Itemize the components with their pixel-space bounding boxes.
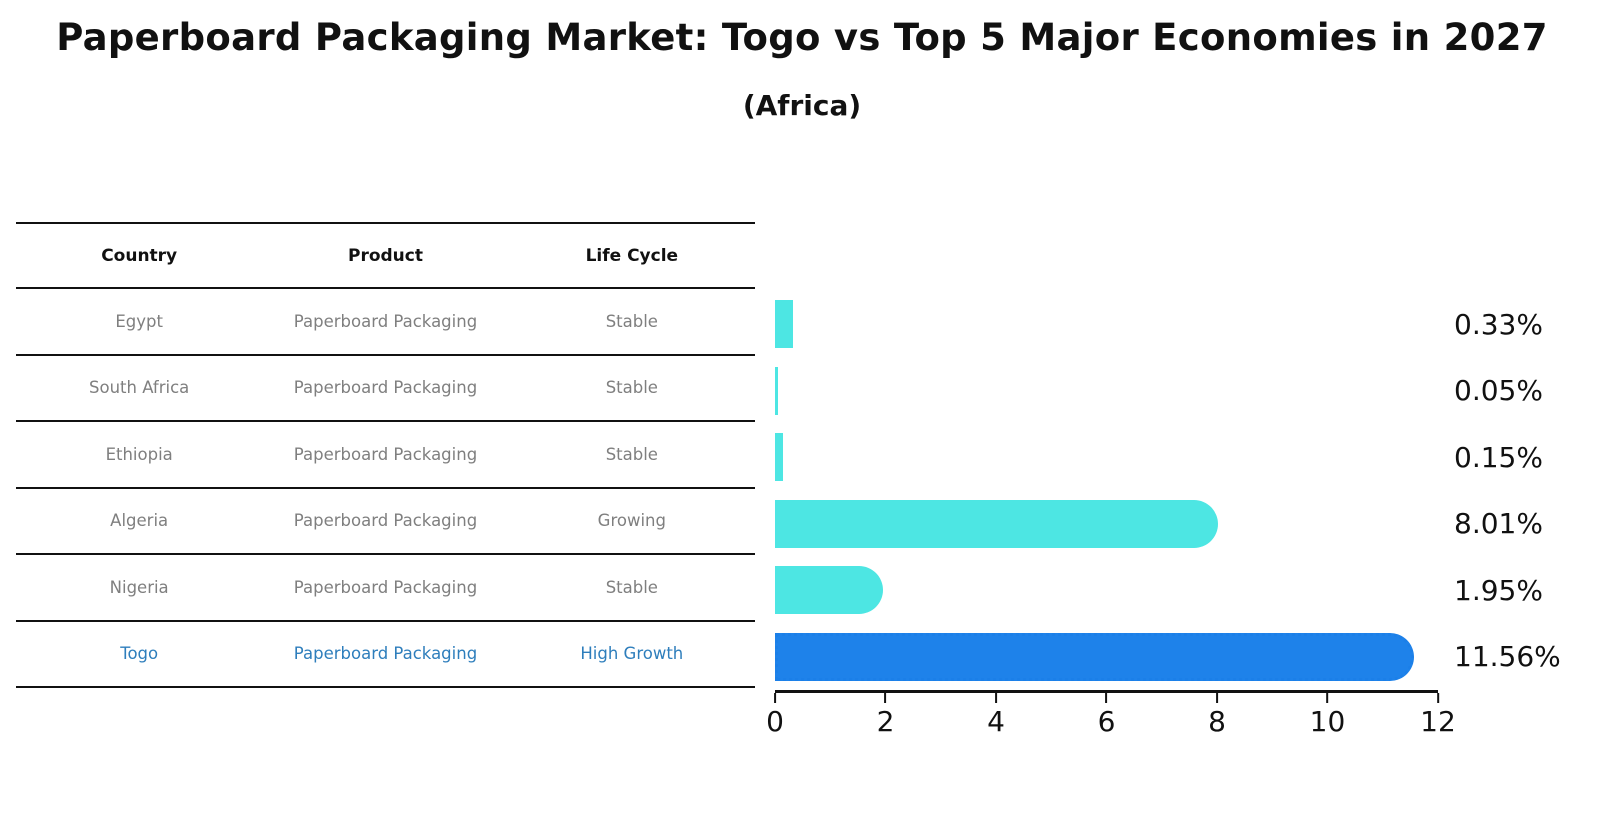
table-cell-life-cycle: Stable xyxy=(605,577,658,597)
country-table: Country Product Life Cycle Egypt Paperboa… xyxy=(16,222,755,688)
table-cell-life-cycle: Stable xyxy=(605,444,658,464)
tick-label: 6 xyxy=(1097,705,1116,738)
main-content: Country Product Life Cycle Egypt Paperboa… xyxy=(16,222,1588,748)
table-cell-country: South Africa xyxy=(89,378,190,398)
bar-row xyxy=(775,358,1438,425)
value-label: 0.15% xyxy=(1454,440,1543,474)
tick-mark xyxy=(1105,693,1108,703)
tick-mark xyxy=(1436,693,1439,703)
bar-row xyxy=(775,291,1438,358)
tick-label: 0 xyxy=(766,705,784,738)
value-label: 1.95% xyxy=(1454,573,1543,607)
table-cell-product: Paperboard Packaging xyxy=(293,378,478,398)
tick-label: 8 xyxy=(1208,705,1226,738)
tick-mark xyxy=(994,693,997,703)
bar-ethiopia xyxy=(775,433,784,482)
table-cell-life-cycle: High Growth xyxy=(580,644,684,664)
table-header: Country Product Life Cycle xyxy=(16,224,755,289)
table-cell-country: Algeria xyxy=(110,511,169,531)
bar-chart: 0.33% 0.05% 0.15% 8.01% 1.95% 11.56% 0 2 4 6 8 10 1… xyxy=(766,222,1588,748)
value-label: 11.56% xyxy=(1454,640,1561,674)
x-tick: 12 xyxy=(1420,693,1456,738)
x-tick: 10 xyxy=(1309,693,1346,738)
table-cell-country: Nigeria xyxy=(109,577,169,597)
table-cell-country: Ethiopia xyxy=(105,444,173,464)
bar-south-africa xyxy=(775,366,778,415)
x-tick: 6 xyxy=(1097,693,1116,738)
chart-subtitle: (Africa) xyxy=(742,89,862,122)
bar-row xyxy=(775,424,1438,491)
table-cell-life-cycle: Stable xyxy=(605,311,658,331)
table-row: South Africa Paperboard Packaging Stable xyxy=(16,356,755,422)
tick-label: 12 xyxy=(1420,705,1456,738)
table-cell-product: Paperboard Packaging xyxy=(293,311,478,331)
tick-label: 4 xyxy=(987,705,1005,738)
table-row: Togo Paperboard Packaging High Growth xyxy=(16,622,755,688)
tick-label: 2 xyxy=(876,705,895,738)
axis-spacer xyxy=(1438,690,1588,748)
axis-row: 0 2 4 6 8 10 12 xyxy=(766,690,1588,748)
table-cell-product: Paperboard Packaging xyxy=(293,644,478,664)
table-cell-life-cycle: Stable xyxy=(605,378,658,398)
x-tick: 8 xyxy=(1208,693,1226,738)
value-labels: 0.33% 0.05% 0.15% 8.01% 1.95% 11.56% xyxy=(1438,291,1588,690)
bar-row xyxy=(775,557,1438,624)
value-label: 0.33% xyxy=(1454,307,1543,341)
bar-togo xyxy=(775,632,1414,681)
tick-mark xyxy=(884,693,887,703)
chart-title: Paperboard Packaging Market: Togo vs Top… xyxy=(56,16,1548,59)
table-cell-country: Togo xyxy=(120,644,159,664)
x-axis: 0 2 4 6 8 10 12 xyxy=(766,690,1456,748)
tick-mark xyxy=(1215,693,1218,703)
tick-label: 10 xyxy=(1309,705,1346,738)
table-cell-product: Paperboard Packaging xyxy=(293,577,478,597)
value-label: 0.05% xyxy=(1454,374,1543,408)
header-cell-product: Product xyxy=(347,245,423,266)
table-cell-product: Paperboard Packaging xyxy=(293,511,478,531)
table-row: Algeria Paperboard Packaging Growing xyxy=(16,489,755,555)
header-cell-life-cycle: Life Cycle xyxy=(585,245,679,266)
header-cell-country: Country xyxy=(101,245,178,266)
x-tick: 0 xyxy=(766,693,784,738)
table-row: Egypt Paperboard Packaging Stable xyxy=(16,289,755,356)
bar-algeria xyxy=(775,499,1218,548)
bar-egypt xyxy=(775,300,794,349)
tick-mark xyxy=(1326,693,1329,703)
table-cell-product: Paperboard Packaging xyxy=(293,444,478,464)
bar-row xyxy=(775,491,1438,558)
tick-mark xyxy=(773,693,776,703)
bar-nigeria xyxy=(775,566,883,615)
bar-row xyxy=(775,624,1438,691)
x-tick: 2 xyxy=(876,693,895,738)
table-cell-country: Egypt xyxy=(115,311,163,331)
table-row: Nigeria Paperboard Packaging Stable xyxy=(16,555,755,622)
table-row: Ethiopia Paperboard Packaging Stable xyxy=(16,422,755,489)
table-cell-life-cycle: Growing xyxy=(597,511,666,531)
chart-body: 0.33% 0.05% 0.15% 8.01% 1.95% 11.56% xyxy=(775,291,1588,690)
x-tick: 4 xyxy=(987,693,1005,738)
value-label: 8.01% xyxy=(1454,507,1543,541)
table-rows: Egypt Paperboard Packaging Stable South Afr… xyxy=(16,289,755,688)
bar-plot xyxy=(775,291,1438,690)
